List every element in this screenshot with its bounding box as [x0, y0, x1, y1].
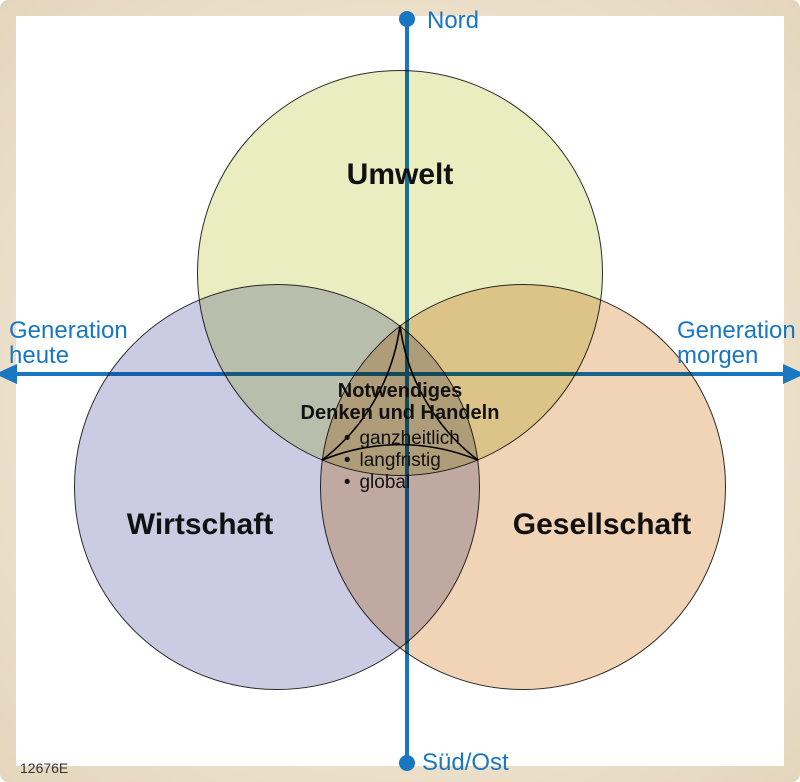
venn-center-title: Notwendiges Denken und Handeln	[301, 380, 500, 424]
venn-center-bullet-text: langfristig	[354, 450, 441, 471]
venn-center-bullet: • global	[340, 472, 460, 494]
axis-south-label: Süd/Ost	[422, 750, 509, 775]
axis-right-label: Generation morgen	[677, 318, 796, 368]
venn-center-text: Notwendiges Denken und Handeln • ganzhei…	[301, 380, 500, 494]
axis-north-label: Nord	[427, 8, 479, 33]
bullet-icon: •	[340, 428, 354, 450]
venn-label-wirtschaft: Wirtschaft	[127, 508, 273, 542]
venn-center-bullet: • ganzheitlich	[340, 428, 460, 450]
diagram-stage: Nord Süd/Ost Generation heute Generation…	[0, 0, 800, 782]
axis-left-label: Generation heute	[9, 318, 128, 368]
bullet-icon: •	[340, 450, 354, 472]
venn-center-bullet: • langfristig	[340, 450, 460, 472]
venn-center-bullet-text: global	[354, 472, 410, 493]
axis-south-dot	[399, 755, 415, 771]
venn-center-bullet-text: ganzheitlich	[354, 428, 460, 449]
venn-center-bullets: • ganzheitlich• langfristig• global	[340, 428, 460, 494]
venn-center-title-line1: Notwendiges	[338, 380, 462, 402]
venn-center-title-line2: Denken und Handeln	[301, 402, 500, 424]
axis-north-dot	[399, 11, 415, 27]
figure-id: 12676E	[20, 760, 68, 776]
bullet-icon: •	[340, 472, 354, 494]
venn-label-gesellschaft: Gesellschaft	[513, 508, 691, 542]
venn-label-umwelt: Umwelt	[347, 158, 454, 192]
